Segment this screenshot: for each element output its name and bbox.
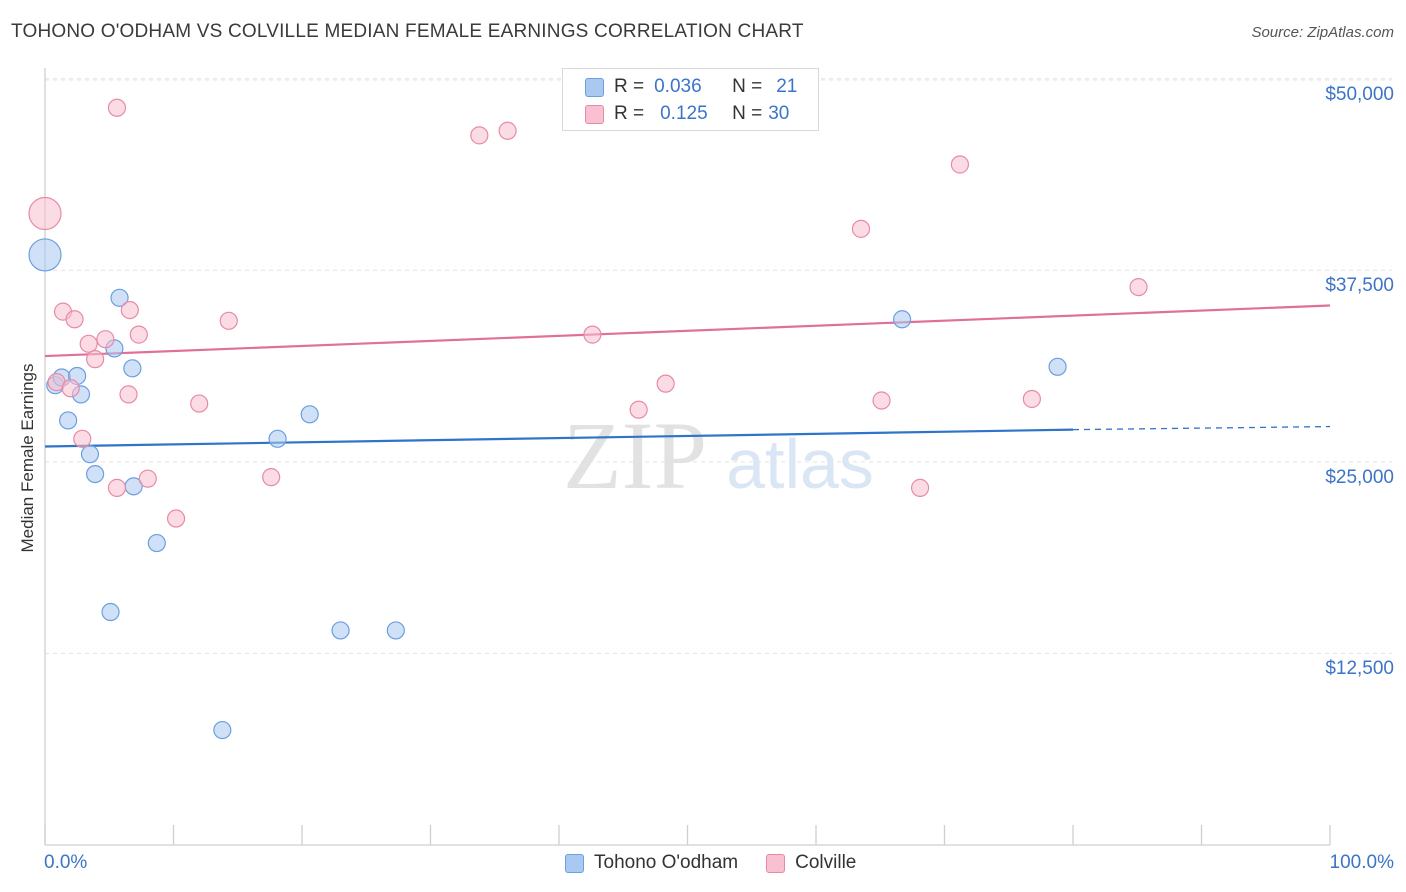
point-colville xyxy=(107,98,127,117)
x-tick-label-min: 0.0% xyxy=(44,852,88,873)
point-colville xyxy=(120,300,139,320)
trend-extension-0 xyxy=(1072,425,1331,431)
legend-r-label: R = xyxy=(614,76,645,97)
point-colville xyxy=(119,385,138,404)
series-label-tohono: Tohono O'odham xyxy=(594,852,739,873)
point-colville xyxy=(656,374,675,393)
correlation-legend: R = 0.036 N = 21 R = 0.125 N = 30 xyxy=(562,68,819,131)
point-colville xyxy=(872,391,891,410)
legend-r-value-tohono: 0.036 xyxy=(654,76,702,97)
point-tohono xyxy=(300,405,319,424)
point-tohono xyxy=(80,445,100,464)
point-tohono xyxy=(86,464,105,484)
legend-row-tohono: R = 0.036 N = 21 xyxy=(585,75,797,99)
point-colville xyxy=(107,478,127,497)
legend-swatch-tohono xyxy=(585,77,604,97)
watermark-atlas: atlas xyxy=(726,425,874,503)
point-colville xyxy=(470,126,489,145)
legend-row-colville: R = 0.125 N = 30 xyxy=(585,102,789,126)
legend-n-label: N = xyxy=(732,103,763,124)
series-label-colville: Colville xyxy=(795,852,857,873)
point-colville xyxy=(28,196,62,231)
point-tohono xyxy=(101,602,120,622)
y-tick-label: $12,500 xyxy=(1325,658,1394,680)
data-points xyxy=(28,98,1148,740)
legend-swatch-colville xyxy=(585,104,604,124)
point-colville xyxy=(129,325,148,344)
point-colville xyxy=(138,469,157,488)
source-credit: Source: ZipAtlas.com xyxy=(1251,24,1394,41)
point-colville xyxy=(498,121,517,140)
trend-line-0 xyxy=(44,428,1074,448)
point-colville xyxy=(583,325,602,344)
point-tohono xyxy=(110,288,129,307)
legend-r-label: R = xyxy=(614,103,645,124)
series-legend: Tohono O'odham Colville xyxy=(565,852,884,874)
point-colville xyxy=(86,350,105,369)
point-colville xyxy=(166,509,186,528)
point-colville xyxy=(629,400,648,419)
point-colville xyxy=(262,468,281,487)
point-colville xyxy=(79,334,98,353)
point-tohono xyxy=(1048,357,1067,376)
point-colville xyxy=(1129,278,1148,297)
watermark-zip: ZIP xyxy=(563,402,707,509)
point-colville xyxy=(190,394,209,413)
x-tick-label-max: 100.0% xyxy=(1329,852,1394,873)
point-colville xyxy=(61,379,80,398)
point-tohono xyxy=(28,238,62,272)
point-tohono xyxy=(147,533,166,553)
point-colville xyxy=(851,219,871,238)
legend-n-value-tohono: 21 xyxy=(776,76,798,97)
point-tohono xyxy=(213,720,232,740)
trend-lines xyxy=(44,304,1331,448)
series-swatch-colville xyxy=(766,853,786,873)
y-tick-label: $37,500 xyxy=(1325,275,1394,297)
y-tick-label: $50,000 xyxy=(1325,83,1394,105)
y-tick-label: $25,000 xyxy=(1325,466,1394,488)
series-legend-tohono[interactable]: Tohono O'odham xyxy=(565,852,738,874)
point-colville xyxy=(910,478,930,497)
point-tohono xyxy=(386,621,405,640)
series-legend-colville[interactable]: Colville xyxy=(766,852,856,874)
point-colville xyxy=(65,310,84,329)
point-colville xyxy=(1022,389,1041,409)
gridlines xyxy=(45,78,1392,654)
series-swatch-tohono xyxy=(565,853,584,873)
trend-line-1 xyxy=(44,304,1331,358)
watermark: ZIP atlas xyxy=(563,402,874,509)
legend-n-value-colville: 30 xyxy=(768,103,790,124)
point-colville xyxy=(950,155,970,174)
point-tohono xyxy=(268,429,287,448)
legend-r-value-colville: 0.125 xyxy=(660,103,708,124)
point-tohono xyxy=(892,310,912,329)
point-tohono xyxy=(59,411,78,430)
point-colville xyxy=(219,311,238,330)
point-colville xyxy=(73,429,92,448)
point-tohono xyxy=(331,621,350,640)
chart-title: TOHONO O'ODHAM VS COLVILLE MEDIAN FEMALE… xyxy=(11,21,804,42)
point-tohono xyxy=(123,359,142,378)
point-colville xyxy=(96,330,115,349)
legend-n-label: N = xyxy=(732,76,763,97)
